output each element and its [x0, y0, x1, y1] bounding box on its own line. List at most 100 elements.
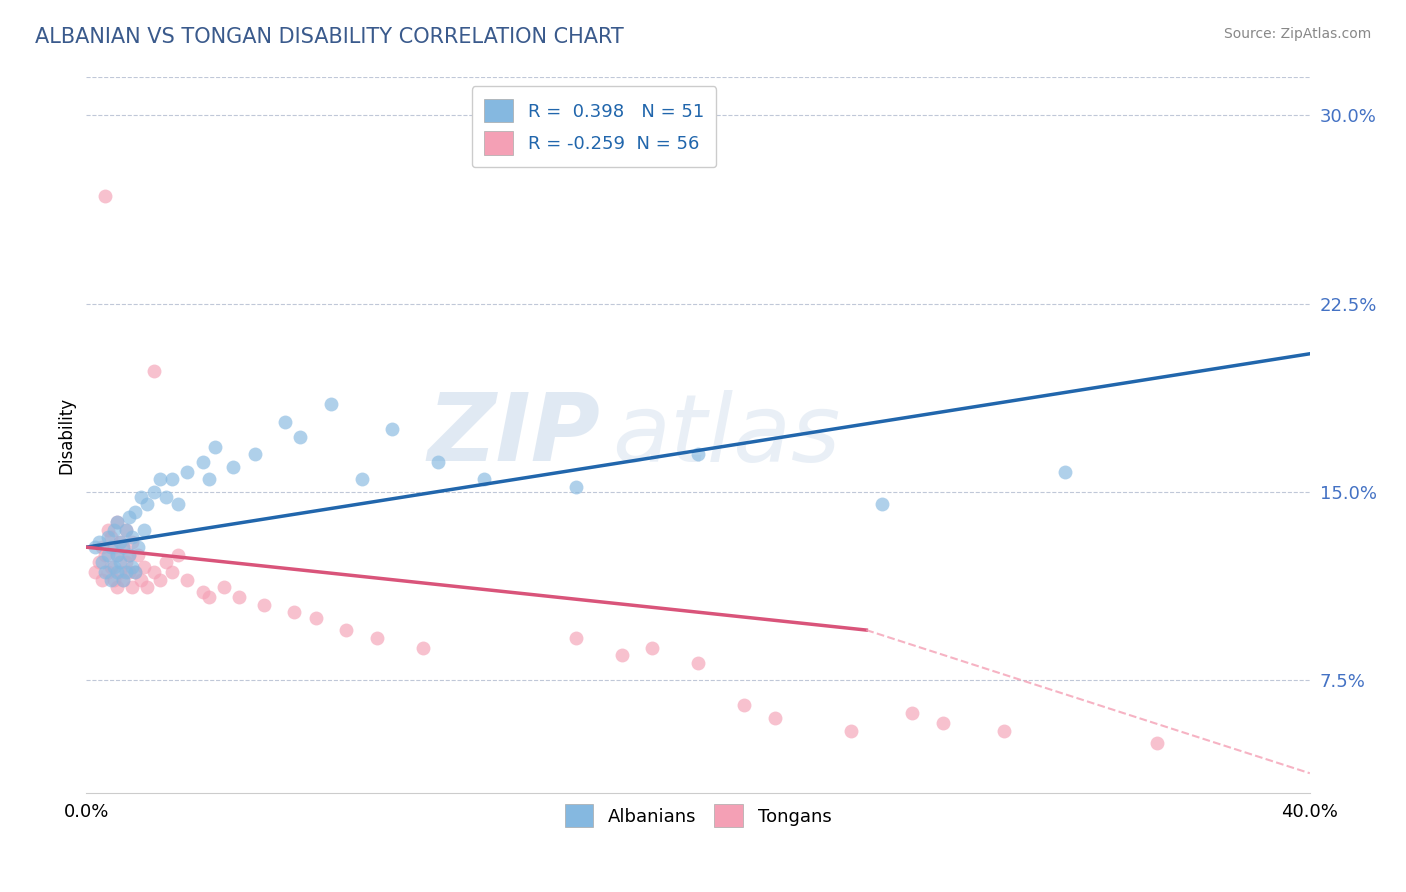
Point — [160, 472, 183, 486]
Point — [134, 560, 156, 574]
Point — [90, 573, 112, 587]
Point — [243, 447, 266, 461]
Point — [839, 723, 862, 738]
Point — [108, 535, 131, 549]
Point — [733, 698, 755, 713]
Point — [134, 523, 156, 537]
Point — [118, 566, 141, 580]
Point — [103, 523, 125, 537]
Point — [87, 535, 110, 549]
Point — [142, 566, 165, 580]
Point — [84, 566, 107, 580]
Point — [127, 548, 149, 562]
Point — [111, 540, 134, 554]
Point — [136, 498, 159, 512]
Point — [131, 490, 153, 504]
Point — [127, 540, 149, 554]
Text: ALBANIAN VS TONGAN DISABILITY CORRELATION CHART: ALBANIAN VS TONGAN DISABILITY CORRELATIO… — [35, 27, 624, 46]
Point — [90, 555, 112, 569]
Point — [100, 540, 122, 554]
Point — [274, 415, 297, 429]
Point — [105, 566, 128, 580]
Point — [197, 591, 219, 605]
Point — [427, 455, 450, 469]
Point — [763, 711, 786, 725]
Point — [142, 364, 165, 378]
Point — [124, 566, 146, 580]
Point — [155, 490, 177, 504]
Point — [108, 555, 131, 569]
Point — [111, 573, 134, 587]
Point — [228, 591, 250, 605]
Point — [121, 535, 143, 549]
Point — [472, 472, 495, 486]
Point — [167, 498, 190, 512]
Point — [191, 455, 214, 469]
Point — [564, 631, 586, 645]
Point — [610, 648, 633, 663]
Point — [84, 540, 107, 554]
Point — [283, 606, 305, 620]
Point — [105, 548, 128, 562]
Point — [335, 623, 357, 637]
Point — [212, 580, 235, 594]
Point — [305, 610, 328, 624]
Point — [100, 560, 122, 574]
Point — [131, 573, 153, 587]
Point — [105, 515, 128, 529]
Text: Source: ZipAtlas.com: Source: ZipAtlas.com — [1223, 27, 1371, 41]
Point — [1054, 465, 1077, 479]
Point — [191, 585, 214, 599]
Point — [105, 580, 128, 594]
Point — [108, 535, 131, 549]
Point — [103, 560, 125, 574]
Point — [136, 580, 159, 594]
Point — [97, 530, 120, 544]
Point — [1146, 736, 1168, 750]
Point — [121, 560, 143, 574]
Point — [686, 447, 709, 461]
Point — [160, 566, 183, 580]
Point — [103, 540, 125, 554]
Point — [118, 548, 141, 562]
Point — [90, 540, 112, 554]
Point — [100, 573, 122, 587]
Point — [111, 540, 134, 554]
Point — [103, 573, 125, 587]
Point — [167, 548, 190, 562]
Point — [993, 723, 1015, 738]
Point — [97, 523, 120, 537]
Y-axis label: Disability: Disability — [58, 397, 75, 474]
Point — [115, 523, 138, 537]
Point — [149, 472, 172, 486]
Point — [108, 566, 131, 580]
Point — [97, 566, 120, 580]
Point — [176, 573, 198, 587]
Point — [118, 510, 141, 524]
Text: ZIP: ZIP — [427, 390, 600, 482]
Point — [124, 505, 146, 519]
Point — [93, 548, 115, 562]
Point — [149, 573, 172, 587]
Point — [901, 706, 924, 720]
Point — [932, 716, 955, 731]
Point — [253, 598, 276, 612]
Point — [93, 188, 115, 202]
Point — [124, 566, 146, 580]
Point — [204, 440, 226, 454]
Point — [97, 548, 120, 562]
Point — [155, 555, 177, 569]
Point — [121, 580, 143, 594]
Point — [115, 566, 138, 580]
Point — [686, 656, 709, 670]
Point — [100, 530, 122, 544]
Point — [87, 555, 110, 569]
Point — [115, 555, 138, 569]
Point — [290, 430, 312, 444]
Point — [564, 480, 586, 494]
Point — [222, 459, 245, 474]
Point — [105, 515, 128, 529]
Point — [412, 640, 434, 655]
Text: atlas: atlas — [613, 390, 841, 481]
Point — [641, 640, 664, 655]
